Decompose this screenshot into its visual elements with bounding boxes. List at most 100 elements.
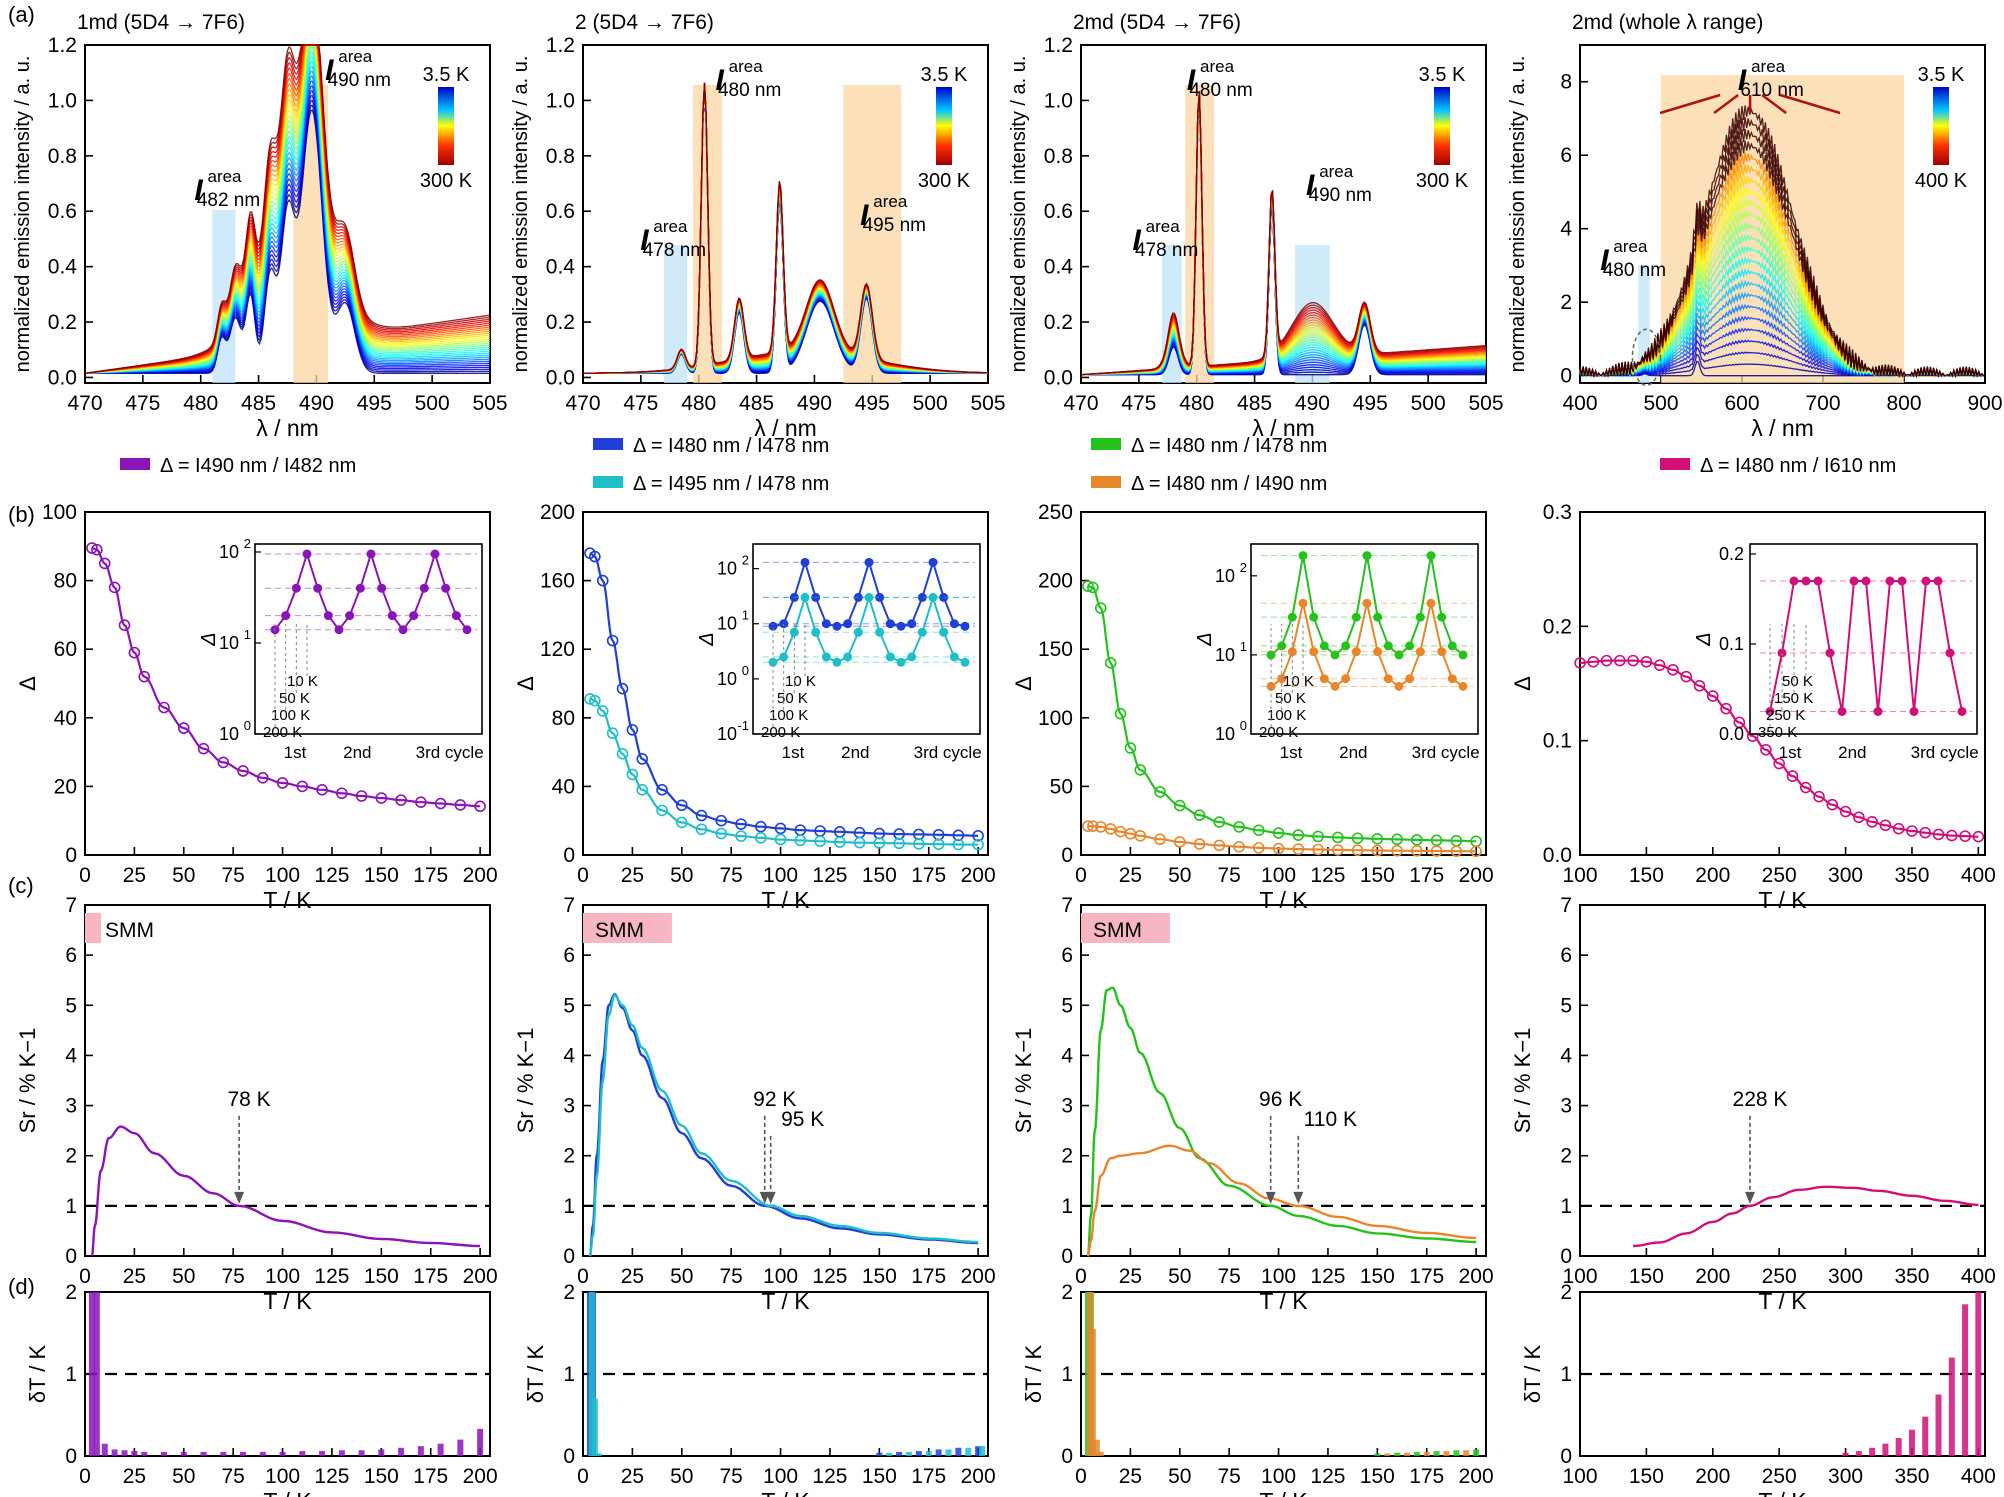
y-axis-label: Sr / % K−1 <box>15 1028 40 1134</box>
inset-data-point <box>313 583 323 593</box>
y-tick-label: 250 <box>1038 501 1073 524</box>
y-tick-label: 0.2 <box>1543 615 1572 638</box>
data-point <box>606 727 619 740</box>
annotation-label: 92 K <box>753 1088 796 1111</box>
inset-data-point <box>1405 674 1415 684</box>
x-tick-label: 480 <box>681 392 716 415</box>
panel-title: 2 (5D4 → 7F6) <box>575 11 714 34</box>
x-axis-label: T / K <box>1758 887 1807 913</box>
y-tick-label: 7 <box>65 894 77 917</box>
x-tick-label: 75 <box>719 1465 742 1488</box>
x-tick-label: 150 <box>1629 1265 1664 1288</box>
data-point <box>1391 844 1403 857</box>
spectrum-line <box>1081 97 1486 376</box>
y-tick-label: 2 <box>1061 1281 1073 1304</box>
inset-y-tick-label: 10 <box>717 559 737 579</box>
inset-data-point <box>1319 641 1329 651</box>
x-tick-label: 100 <box>1562 864 1597 887</box>
x-tick-label: 100 <box>265 864 300 887</box>
data-point <box>86 542 98 554</box>
inset-data-point <box>821 652 831 662</box>
x-tick-label: 50 <box>172 864 195 887</box>
y-tick-label: 1.0 <box>48 89 77 112</box>
x-tick-label: 25 <box>1119 864 1142 887</box>
y-tick-label: 20 <box>54 775 77 798</box>
inset-data-point <box>1405 641 1415 651</box>
x-axis-label: T / K <box>263 1488 312 1497</box>
inset-data-point <box>1309 612 1319 622</box>
inset-data-point <box>1394 681 1404 691</box>
colorbar <box>438 87 454 165</box>
x-tick-label: 175 <box>413 1265 448 1288</box>
bar <box>121 1450 128 1456</box>
x-tick-label: 75 <box>1217 864 1240 887</box>
data-point <box>972 829 984 842</box>
data-point <box>1124 742 1137 754</box>
inset-data-point <box>864 592 874 602</box>
inset-temp-label: 100 K <box>271 707 310 724</box>
legend-label: Δ = I480 nm / I478 nm <box>633 435 829 457</box>
colorbar <box>936 87 952 165</box>
x-tick-label: 100 <box>1261 1465 1296 1488</box>
y-axis-label: δT / K <box>1021 1345 1046 1404</box>
series-line <box>589 552 979 837</box>
bar <box>1962 1304 1969 1456</box>
inset-data-point <box>302 549 312 559</box>
x-tick-label: 490 <box>797 392 832 415</box>
colorbar-bottom-label: 300 K <box>1416 170 1469 192</box>
data-point <box>853 836 866 849</box>
y-tick-label: 8 <box>1560 71 1572 94</box>
y-tick-label: 1 <box>1560 1195 1572 1218</box>
y-axis-label: δT / K <box>25 1345 50 1404</box>
x-tick-label: 75 <box>1217 1465 1240 1488</box>
inset-data-point <box>885 652 895 662</box>
data-point <box>913 838 925 850</box>
x-tick-label: 100 <box>1261 864 1296 887</box>
inset-cycle-label: 1st <box>284 743 307 762</box>
x-tick-label: 100 <box>1562 1265 1597 1288</box>
data-point <box>1087 581 1099 594</box>
x-tick-label: 25 <box>123 864 146 887</box>
x-tick-label: 350 <box>1894 864 1929 887</box>
x-tick-label: 50 <box>1168 1265 1191 1288</box>
y-tick-label: 0.8 <box>1044 145 1073 168</box>
y-tick-label: 5 <box>65 994 77 1017</box>
annotation-arrowhead <box>765 1191 776 1204</box>
data-point <box>695 809 708 822</box>
x-tick-label: 175 <box>911 864 946 887</box>
y-tick-label: 0.4 <box>546 256 576 279</box>
colorbar-bottom-label: 300 K <box>918 170 971 192</box>
band-label-sup: area <box>1319 162 1354 181</box>
inset-data-point <box>1813 576 1823 586</box>
bar <box>437 1443 444 1456</box>
x-tick-label: 50 <box>670 1265 693 1288</box>
inset-data-point <box>864 557 874 567</box>
y-tick-label: 80 <box>552 707 575 730</box>
inset-data-point <box>1437 647 1447 657</box>
x-tick-label: 175 <box>413 864 448 887</box>
x-tick-label: 470 <box>67 392 102 415</box>
inset-data-point <box>1458 681 1468 691</box>
x-tick-label: 150 <box>364 864 399 887</box>
legend-swatch <box>1660 458 1690 470</box>
y-tick-label: 200 <box>1038 570 1073 593</box>
data-point <box>1253 824 1265 837</box>
y-tick-label: 0.3 <box>1543 501 1572 524</box>
bar <box>457 1439 464 1456</box>
data-point <box>1173 799 1186 812</box>
bar <box>141 1451 148 1456</box>
colorbar <box>1434 87 1450 165</box>
inset-cycle-label: 2nd <box>343 743 371 762</box>
x-tick-label: 480 <box>183 392 218 415</box>
bar <box>1869 1447 1876 1456</box>
y-tick-label: 7 <box>1560 894 1572 917</box>
inset-data-point <box>811 627 821 637</box>
inset-data-point <box>1873 707 1883 716</box>
inset-temp-label: 100 K <box>1267 707 1306 724</box>
legend-swatch <box>120 458 150 470</box>
data-point <box>1733 716 1746 729</box>
bar <box>979 1446 986 1456</box>
smm-band <box>1081 913 1170 943</box>
y-tick-label: 6 <box>563 944 575 967</box>
spectrum-line <box>1080 94 1487 376</box>
